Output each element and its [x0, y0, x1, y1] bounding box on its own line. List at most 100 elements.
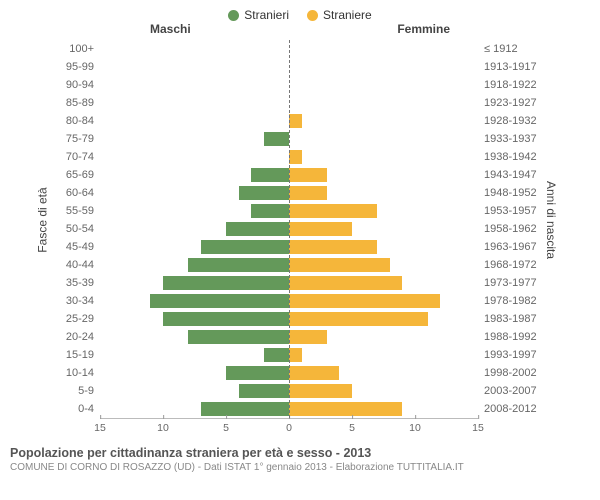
chart-row: 80-84 1928-1932: [60, 112, 540, 130]
birth-year-label: 1978-1982: [478, 295, 540, 307]
birth-year-label: 1973-1977: [478, 277, 540, 289]
bar-female: [289, 240, 377, 254]
bar-male: [226, 222, 289, 236]
birth-year-label: 1988-1992: [478, 331, 540, 343]
bar-col-male: [100, 312, 289, 326]
bar-col-female: [289, 222, 478, 236]
x-axis: 15105051015: [60, 418, 540, 440]
bar-male: [163, 312, 289, 326]
chart-row: 0-42008-2012: [60, 400, 540, 418]
bar-col-male: [100, 402, 289, 416]
bar-female: [289, 294, 440, 308]
birth-year-label: 1958-1962: [478, 223, 540, 235]
age-label: 95-99: [60, 61, 100, 73]
birth-year-label: 2003-2007: [478, 385, 540, 397]
bar-col-female: [289, 60, 478, 74]
age-label: 0-4: [60, 403, 100, 415]
age-label: 85-89: [60, 97, 100, 109]
y-axis-left-title: Fasce di età: [36, 187, 50, 252]
bar-col-female: [289, 330, 478, 344]
chart-row: 50-541958-1962: [60, 220, 540, 238]
age-label: 35-39: [60, 277, 100, 289]
birth-year-label: 1918-1922: [478, 79, 540, 91]
bar-col-male: [100, 240, 289, 254]
age-label: 80-84: [60, 115, 100, 127]
birth-year-label: 1968-1972: [478, 259, 540, 271]
bar-col-male: [100, 150, 289, 164]
bar-female: [289, 276, 402, 290]
bar-male: [239, 384, 289, 398]
chart-row: 95-991913-1917: [60, 58, 540, 76]
chart-row: 70-74 1938-1942: [60, 148, 540, 166]
chart-row: 10-141998-2002: [60, 364, 540, 382]
x-tick: 15: [472, 422, 484, 434]
bar-col-male: [100, 222, 289, 236]
age-label: 90-94: [60, 79, 100, 91]
bar-col-female: [289, 132, 478, 146]
bar-col-male: [100, 330, 289, 344]
birth-year-label: 1938-1942: [478, 151, 540, 163]
age-label: 75-79: [60, 133, 100, 145]
bar-female: [289, 348, 302, 362]
chart-row: 5-92003-2007: [60, 382, 540, 400]
x-tick: 5: [349, 422, 355, 434]
chart-row: 20-24 1988-1992: [60, 328, 540, 346]
bar-col-female: [289, 204, 478, 218]
chart-row: 15-191993-1997: [60, 346, 540, 364]
age-label: 25-29: [60, 313, 100, 325]
chart-row: 30-34 1978-1982: [60, 292, 540, 310]
birth-year-label: 1923-1927: [478, 97, 540, 109]
bar-female: [289, 384, 352, 398]
birth-year-label: 1953-1957: [478, 205, 540, 217]
x-tick: 15: [94, 422, 106, 434]
bar-col-female: [289, 96, 478, 110]
bar-col-male: [100, 294, 289, 308]
bar-col-female: [289, 240, 478, 254]
bar-female: [289, 168, 327, 182]
chart-row: 85-89 1923-1927: [60, 94, 540, 112]
age-label: 45-49: [60, 241, 100, 253]
birth-year-label: 1993-1997: [478, 349, 540, 361]
age-label: 20-24: [60, 331, 100, 343]
swatch-female: [307, 10, 318, 21]
pyramid-chart: 100+≤ 191295-991913-191790-941918-192285…: [60, 40, 540, 440]
x-tick: 10: [157, 422, 169, 434]
chart-row: 75-791933-1937: [60, 130, 540, 148]
bar-female: [289, 258, 390, 272]
age-label: 60-64: [60, 187, 100, 199]
bar-female: [289, 186, 327, 200]
legend-label-female: Straniere: [323, 8, 372, 22]
birth-year-label: ≤ 1912: [478, 43, 540, 55]
bar-col-female: [289, 402, 478, 416]
bar-male: [264, 132, 289, 146]
bar-col-male: [100, 348, 289, 362]
bar-female: [289, 150, 302, 164]
bar-male: [201, 240, 289, 254]
bar-col-male: [100, 42, 289, 56]
legend-item-female: Straniere: [307, 8, 372, 22]
bar-col-female: [289, 186, 478, 200]
bar-col-female: [289, 294, 478, 308]
age-label: 40-44: [60, 259, 100, 271]
bar-female: [289, 366, 339, 380]
birth-year-label: 1998-2002: [478, 367, 540, 379]
bar-female: [289, 114, 302, 128]
x-tick: 0: [286, 422, 292, 434]
age-label: 70-74: [60, 151, 100, 163]
bar-female: [289, 204, 377, 218]
chart-row: 65-691943-1947: [60, 166, 540, 184]
age-label: 65-69: [60, 169, 100, 181]
bar-col-female: [289, 312, 478, 326]
bar-male: [163, 276, 289, 290]
bar-col-male: [100, 114, 289, 128]
bar-female: [289, 402, 402, 416]
chart-row: 40-44 1968-1972: [60, 256, 540, 274]
header-female: Femmine: [397, 22, 450, 36]
chart-row: 45-491963-1967: [60, 238, 540, 256]
age-label: 30-34: [60, 295, 100, 307]
bar-col-male: [100, 204, 289, 218]
birth-year-label: 1948-1952: [478, 187, 540, 199]
bar-col-male: [100, 78, 289, 92]
birth-year-label: 1928-1932: [478, 115, 540, 127]
bar-col-male: [100, 186, 289, 200]
